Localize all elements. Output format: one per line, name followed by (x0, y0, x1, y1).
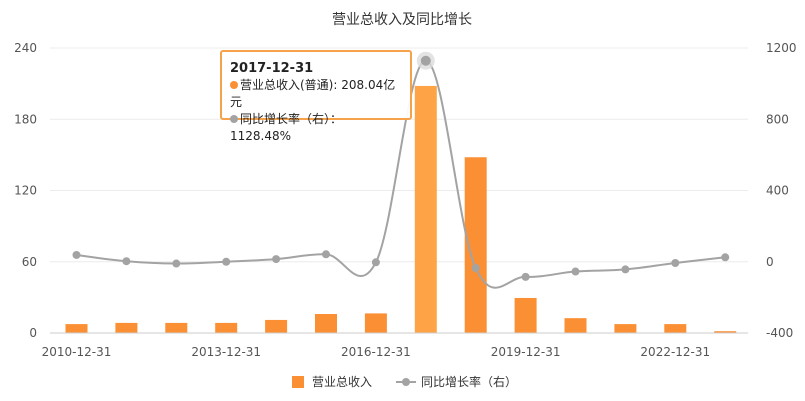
revenue-bar (464, 157, 487, 333)
revenue-bar (614, 324, 637, 333)
revenue-bar (65, 324, 88, 333)
growth-point (571, 267, 580, 276)
x-tick-label: 2019-12-31 (491, 345, 561, 359)
growth-point (122, 257, 131, 266)
x-tick-label: 2010-12-31 (42, 345, 112, 359)
revenue-bar (265, 319, 288, 333)
y-right-tick-label: 400 (766, 184, 789, 198)
growth-point (621, 265, 630, 274)
tooltip-growth-text: 同比增长率（右）：1128.48% (230, 112, 343, 143)
tooltip-line-growth: 同比增长率（右）：1128.48% (230, 111, 402, 145)
y-right-tick-label: -400 (766, 326, 793, 340)
y-right-tick-label: 800 (766, 112, 789, 126)
tooltip-growth-dot (230, 115, 238, 123)
growth-point (72, 250, 81, 259)
growth-point (222, 257, 231, 266)
growth-point (172, 259, 181, 268)
y-left-tick-label: 120 (14, 184, 37, 198)
revenue-bar (664, 324, 687, 333)
revenue-bar (165, 322, 188, 333)
revenue-bar (364, 313, 387, 333)
revenue-bar (514, 297, 537, 333)
revenue-bar (714, 331, 737, 333)
revenue-bar (315, 314, 337, 333)
revenue-bar (115, 322, 138, 333)
revenue-bar (564, 318, 587, 333)
x-tick-label: 2016-12-31 (341, 345, 411, 359)
growth-point (671, 258, 680, 267)
y-left-tick-label: 60 (22, 255, 37, 269)
tooltip-revenue-text: 营业总收入(普通): 208.04亿元 (230, 78, 396, 109)
y-left-tick-label: 0 (29, 326, 37, 340)
growth-point (471, 263, 480, 272)
growth-point (721, 253, 730, 262)
y-right-tick-label: 0 (766, 255, 774, 269)
legend-swatch-revenue (292, 376, 304, 388)
growth-point (521, 272, 530, 281)
growth-point (371, 258, 380, 267)
revenue-bar (414, 85, 437, 333)
tooltip-line-revenue: 营业总收入(普通): 208.04亿元 (230, 77, 402, 111)
x-tick-label: 2022-12-31 (640, 345, 710, 359)
tooltip-revenue-dot (230, 81, 238, 89)
tooltip: 2017-12-31 营业总收入(普通): 208.04亿元 同比增长率（右）：… (220, 50, 412, 143)
y-left-tick-label: 180 (14, 112, 37, 126)
tooltip-date: 2017-12-31 (230, 61, 314, 76)
x-tick-label: 2013-12-31 (191, 345, 261, 359)
chart-title: 营业总收入及同比增长 (332, 12, 472, 28)
legend-label-revenue: 营业总收入 (312, 375, 372, 389)
growth-point (272, 255, 281, 264)
growth-point (420, 55, 431, 66)
growth-point (322, 250, 330, 259)
y-right-tick-label: 1200 (766, 41, 797, 55)
revenue-bar (215, 322, 238, 333)
y-left-tick-label: 240 (14, 41, 37, 55)
legend-swatch-growth-dot (402, 378, 410, 386)
legend-label-growth: 同比增长率（右） (421, 374, 517, 389)
